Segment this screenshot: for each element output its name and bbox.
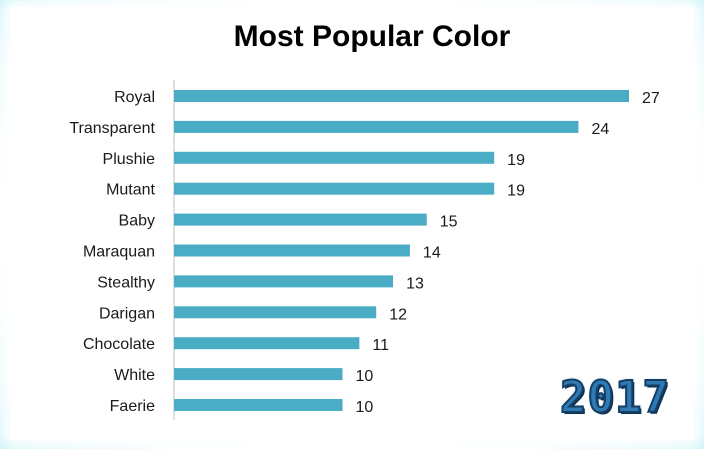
- chart-title: Most Popular Color: [233, 20, 511, 53]
- category-label: Maraquan: [83, 244, 155, 261]
- bar-white: [174, 368, 343, 381]
- value-label: 27: [642, 90, 660, 107]
- value-label: 11: [372, 337, 389, 354]
- category-label: Stealthy: [97, 274, 155, 291]
- category-label: Royal: [114, 89, 155, 106]
- bar-maraquan: [174, 244, 410, 257]
- bar-royal: [174, 90, 629, 102]
- value-label: 19: [507, 152, 525, 169]
- bar-faerie: [174, 399, 343, 411]
- value-label: 19: [507, 183, 525, 200]
- category-label: White: [114, 367, 155, 384]
- bar-transparent: [174, 120, 579, 133]
- value-label: 14: [423, 245, 441, 262]
- bar-mutant: [174, 182, 495, 195]
- value-label: 13: [406, 275, 424, 292]
- category-label: Transparent: [69, 120, 155, 137]
- bar-chocolate: [174, 337, 360, 350]
- value-label: 15: [440, 214, 458, 231]
- bar-stealthy: [174, 275, 394, 288]
- bar-baby: [174, 213, 427, 226]
- category-label: Baby: [119, 213, 155, 230]
- category-label: Faerie: [110, 398, 155, 415]
- category-label: Plushie: [103, 151, 156, 168]
- bar-plushie: [174, 151, 495, 164]
- category-label: Chocolate: [83, 336, 155, 353]
- bar-group: Royal 27 Transparent 24 Plushie 19 Mutant 19 Bab…: [69, 89, 660, 416]
- value-label: 12: [389, 306, 407, 323]
- value-label: 10: [356, 368, 374, 385]
- value-label: 24: [591, 121, 609, 138]
- value-label: 10: [356, 399, 374, 416]
- category-label: Mutant: [106, 182, 155, 199]
- bar-darigan: [174, 306, 377, 319]
- year-badge: 2017: [559, 371, 670, 424]
- category-label: Darigan: [99, 305, 155, 322]
